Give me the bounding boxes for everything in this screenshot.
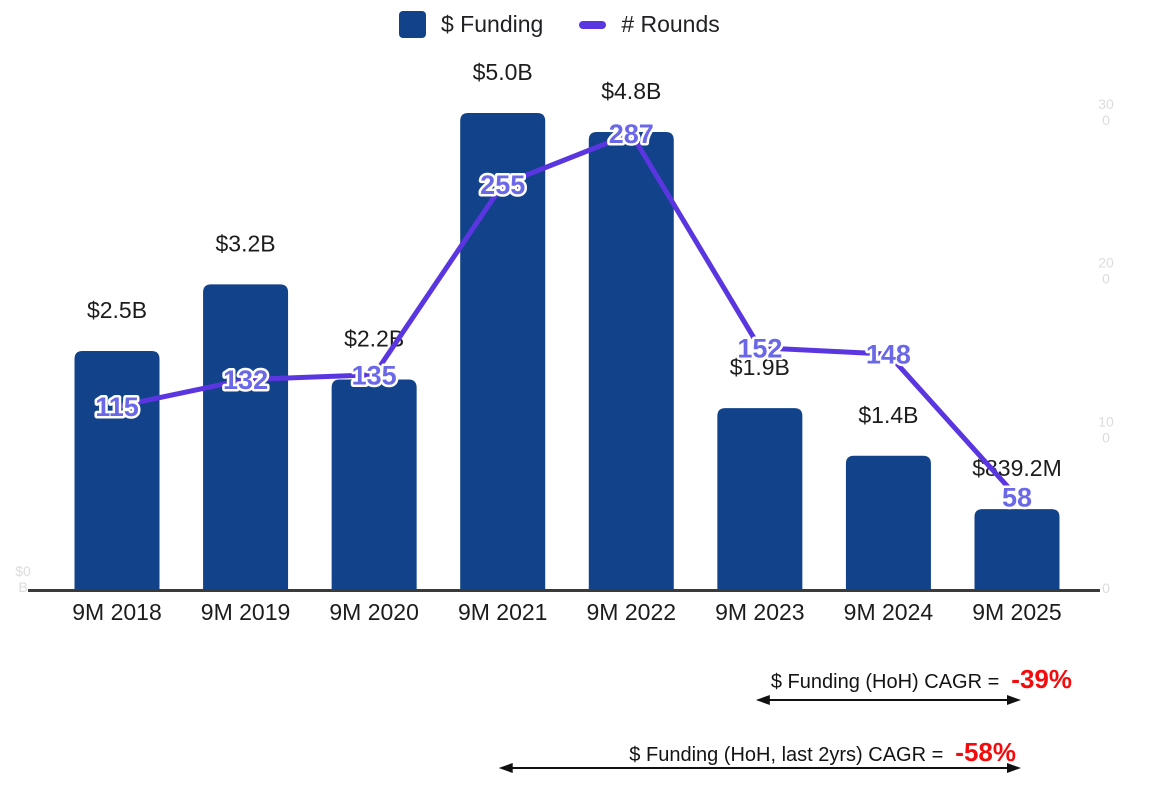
funding-swatch-icon [399, 11, 426, 38]
right-axis-tick-100: 10 0 [1098, 413, 1114, 445]
bar-9M 2025 [974, 509, 1060, 589]
cagr-annotation-last2yrs-label: $ Funding (HoH, last 2yrs) CAGR = [629, 744, 944, 766]
bar-value-label-9M 2018: $2.5B [87, 297, 147, 323]
rounds-point-label-9M 2020: 135 [352, 360, 397, 390]
cagr-arrow-right-head-0 [1006, 695, 1021, 705]
cagr-arrow-left-head-1 [498, 763, 513, 773]
rounds-point-label-9M 2021: 255 [480, 170, 525, 200]
legend-label-funding: $ Funding [441, 11, 544, 37]
cagr-arrow-left-head-0 [755, 695, 770, 705]
x-axis-label-9M 2023: 9M 2023 [715, 599, 805, 625]
x-axis-label-9M 2019: 9M 2019 [201, 599, 291, 625]
rounds-point-label-9M 2019: 132 [223, 365, 268, 395]
x-axis-label-9M 2024: 9M 2024 [844, 599, 934, 625]
bar-value-label-9M 2023: $1.9B [730, 354, 790, 380]
x-axis-label-9M 2018: 9M 2018 [72, 599, 162, 625]
x-axis-label-9M 2021: 9M 2021 [458, 599, 548, 625]
bar-9M 2020 [331, 379, 417, 589]
chart-legend: $ Funding # Rounds [399, 11, 720, 38]
x-axis-label-9M 2025: 9M 2025 [972, 599, 1062, 625]
cagr-arrow-right-head-1 [1006, 763, 1021, 773]
bar-9M 2023 [717, 408, 803, 589]
legend-item-rounds[interactable]: # Rounds [579, 11, 720, 38]
rounds-point-label-9M 2024: 148 [866, 340, 911, 370]
right-axis-tick-0: 0 [1102, 580, 1110, 596]
legend-item-funding[interactable]: $ Funding [399, 11, 543, 38]
bar-9M 2024 [845, 455, 931, 589]
bar-value-label-9M 2021: $5.0B [473, 59, 533, 85]
cagr-annotation-hoh: $ Funding (HoH) CAGR = -39% [771, 664, 1072, 695]
right-axis-tick-200: 20 0 [1098, 255, 1114, 287]
cagr-annotation-hoh-value: -39% [1011, 664, 1072, 694]
bar-value-label-9M 2022: $4.8B [601, 78, 661, 104]
bar-9M 2021 [460, 113, 546, 589]
bar-value-label-9M 2019: $3.2B [216, 230, 276, 256]
rounds-swatch-icon [579, 20, 607, 29]
rounds-point-label-9M 2023: 152 [737, 333, 782, 363]
left-axis-zero-label: $0 B [15, 563, 31, 595]
bar-value-label-9M 2025: $839.2M [972, 455, 1062, 481]
x-axis-label-9M 2022: 9M 2022 [587, 599, 677, 625]
bar-9M 2018 [74, 351, 160, 589]
rounds-point-label-9M 2025: 58 [1002, 482, 1032, 512]
rounds-line [114, 131, 1020, 500]
bar-value-label-9M 2024: $1.4B [858, 402, 918, 428]
bar-9M 2019 [203, 284, 289, 589]
legend-label-rounds: # Rounds [621, 11, 720, 37]
bar-9M 2022 [588, 132, 674, 590]
cagr-annotation-hoh-label: $ Funding (HoH) CAGR = [770, 671, 1000, 693]
rounds-point-label-9M 2022: 287 [609, 119, 654, 149]
cagr-annotation-last2yrs: $ Funding (HoH, last 2yrs) CAGR = -58% [629, 737, 1016, 768]
cagr-annotation-last2yrs-value: -58% [955, 737, 1016, 767]
rounds-point-label-9M 2018: 115 [95, 392, 139, 422]
right-axis-tick-300: 30 0 [1098, 96, 1114, 128]
x-axis-label-9M 2020: 9M 2020 [329, 599, 419, 625]
